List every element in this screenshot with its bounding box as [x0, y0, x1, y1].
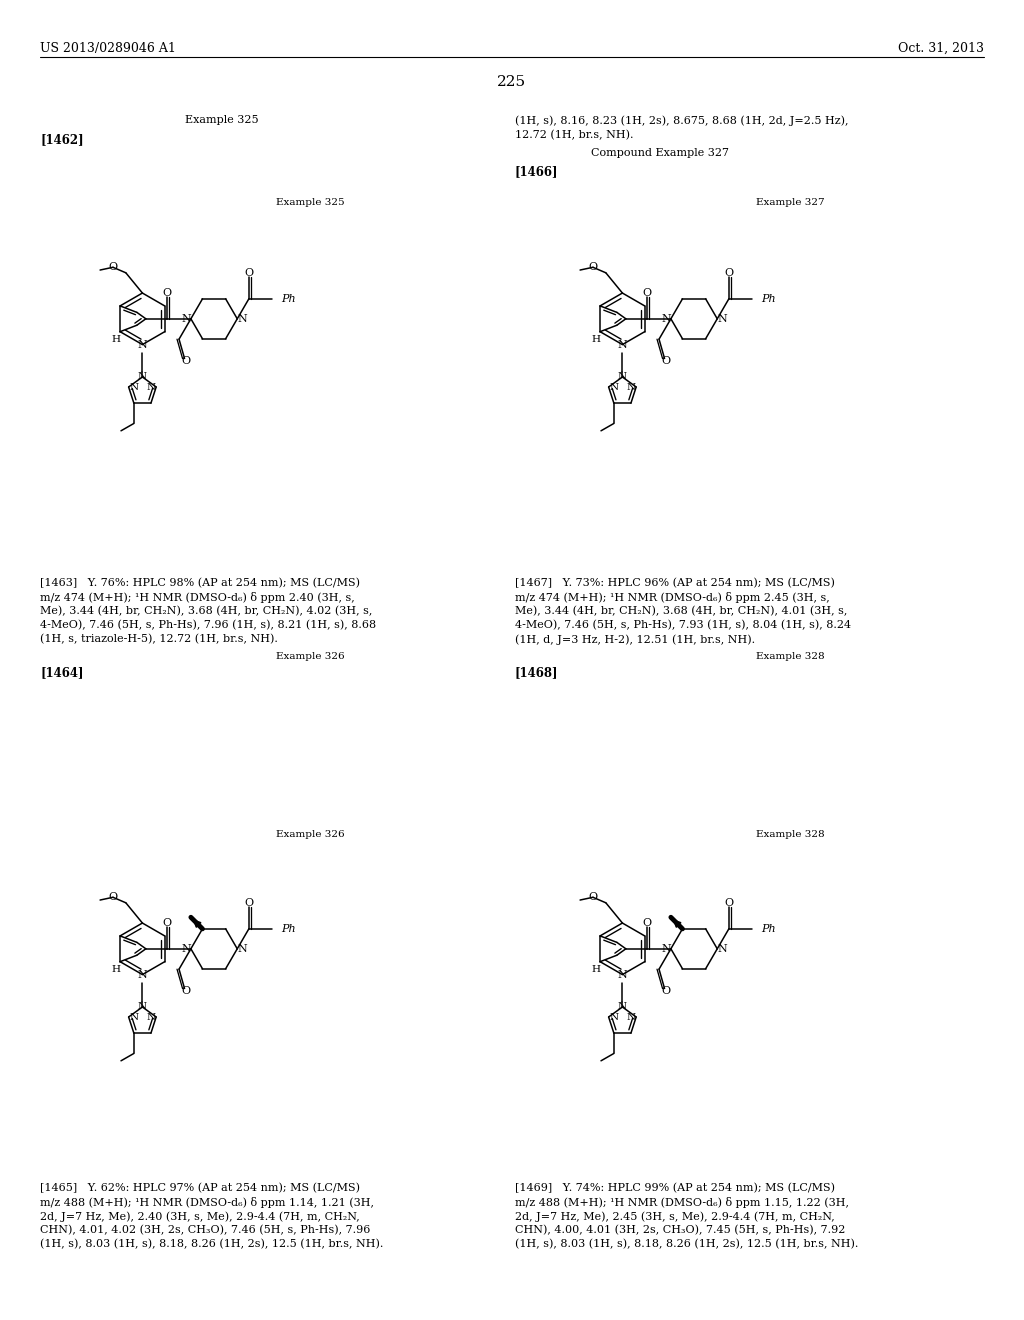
Text: [1466]: [1466]	[515, 165, 558, 178]
Text: N: N	[146, 383, 156, 392]
Text: O: O	[182, 356, 190, 366]
Text: O: O	[662, 356, 671, 366]
Text: N: N	[609, 1012, 618, 1022]
Text: Me), 3.44 (4H, br, CH₂N), 3.68 (4H, br, CH₂N), 4.02 (3H, s,: Me), 3.44 (4H, br, CH₂N), 3.68 (4H, br, …	[40, 606, 373, 616]
Text: O: O	[163, 917, 172, 928]
Text: N: N	[617, 371, 627, 380]
Text: Example 327: Example 327	[756, 198, 824, 207]
Text: Ph: Ph	[761, 294, 776, 304]
Text: Example 326: Example 326	[275, 652, 344, 661]
Text: (1H, s), 8.03 (1H, s), 8.18, 8.26 (1H, 2s), 12.5 (1H, br.s, NH).: (1H, s), 8.03 (1H, s), 8.18, 8.26 (1H, 2…	[515, 1239, 858, 1249]
Text: N: N	[609, 383, 618, 392]
Text: 2d, J=7 Hz, Me), 2.40 (3H, s, Me), 2.9-4.4 (7H, m, CH₂N,: 2d, J=7 Hz, Me), 2.40 (3H, s, Me), 2.9-4…	[40, 1210, 359, 1221]
Text: (1H, d, J=3 Hz, H-2), 12.51 (1H, br.s, NH).: (1H, d, J=3 Hz, H-2), 12.51 (1H, br.s, N…	[515, 634, 755, 644]
Text: Me), 3.44 (4H, br, CH₂N), 3.68 (4H, br, CH₂N), 4.01 (3H, s,: Me), 3.44 (4H, br, CH₂N), 3.68 (4H, br, …	[515, 606, 848, 616]
Text: O: O	[245, 898, 253, 908]
Text: O: O	[643, 917, 651, 928]
Text: H: H	[112, 334, 121, 343]
Text: Oct. 31, 2013: Oct. 31, 2013	[898, 42, 984, 55]
Text: N: N	[626, 1012, 635, 1022]
Text: m/z 474 (M+H); ¹H NMR (DMSO-d₆) δ ppm 2.45 (3H, s,: m/z 474 (M+H); ¹H NMR (DMSO-d₆) δ ppm 2.…	[515, 591, 829, 603]
Text: Ph: Ph	[282, 924, 296, 933]
Text: Ph: Ph	[761, 924, 776, 933]
Text: N: N	[617, 1002, 627, 1011]
Text: (1H, s), 8.16, 8.23 (1H, 2s), 8.675, 8.68 (1H, 2d, J=2.5 Hz),: (1H, s), 8.16, 8.23 (1H, 2s), 8.675, 8.6…	[515, 115, 849, 125]
Text: N: N	[617, 970, 628, 979]
Text: US 2013/0289046 A1: US 2013/0289046 A1	[40, 42, 176, 55]
Text: N: N	[662, 944, 671, 954]
Text: N: N	[717, 944, 727, 954]
Text: N: N	[146, 1012, 156, 1022]
Text: N: N	[717, 314, 727, 323]
Text: Example 325: Example 325	[185, 115, 259, 125]
Text: N: N	[662, 314, 671, 323]
Text: N: N	[237, 944, 247, 954]
Text: CHN), 4.01, 4.02 (3H, 2s, CH₃O), 7.46 (5H, s, Ph-Hs), 7.96: CHN), 4.01, 4.02 (3H, 2s, CH₃O), 7.46 (5…	[40, 1225, 371, 1236]
Text: N: N	[130, 383, 138, 392]
Text: O: O	[724, 898, 733, 908]
Text: 4-MeO), 7.46 (5H, s, Ph-Hs), 7.96 (1H, s), 8.21 (1H, s), 8.68: 4-MeO), 7.46 (5H, s, Ph-Hs), 7.96 (1H, s…	[40, 620, 376, 631]
Text: N: N	[617, 339, 628, 350]
Text: H: H	[112, 965, 121, 974]
Text: Ph: Ph	[282, 294, 296, 304]
Text: O: O	[109, 892, 118, 903]
Text: CHN), 4.00, 4.01 (3H, 2s, CH₃O), 7.45 (5H, s, Ph-Hs), 7.92: CHN), 4.00, 4.01 (3H, 2s, CH₃O), 7.45 (5…	[515, 1225, 846, 1236]
Text: N: N	[138, 371, 147, 380]
Text: N: N	[237, 314, 247, 323]
Text: 225: 225	[498, 75, 526, 88]
Text: O: O	[643, 288, 651, 298]
Text: N: N	[137, 339, 147, 350]
Text: [1465]   Y. 62%: HPLC 97% (AP at 254 nm); MS (LC/MS): [1465] Y. 62%: HPLC 97% (AP at 254 nm); …	[40, 1183, 360, 1193]
Text: 2d, J=7 Hz, Me), 2.45 (3H, s, Me), 2.9-4.4 (7H, m, CH₂N,: 2d, J=7 Hz, Me), 2.45 (3H, s, Me), 2.9-4…	[515, 1210, 835, 1221]
Text: 4-MeO), 7.46 (5H, s, Ph-Hs), 7.93 (1H, s), 8.04 (1H, s), 8.24: 4-MeO), 7.46 (5H, s, Ph-Hs), 7.93 (1H, s…	[515, 620, 851, 631]
Text: O: O	[163, 288, 172, 298]
Text: O: O	[109, 263, 118, 272]
Text: [1463]   Y. 76%: HPLC 98% (AP at 254 nm); MS (LC/MS): [1463] Y. 76%: HPLC 98% (AP at 254 nm); …	[40, 578, 360, 589]
Text: [1469]   Y. 74%: HPLC 99% (AP at 254 nm); MS (LC/MS): [1469] Y. 74%: HPLC 99% (AP at 254 nm); …	[515, 1183, 835, 1193]
Text: N: N	[130, 1012, 138, 1022]
Text: [1462]: [1462]	[40, 133, 84, 147]
Text: N: N	[137, 970, 147, 979]
Text: O: O	[245, 268, 253, 279]
Text: m/z 488 (M+H); ¹H NMR (DMSO-d₆) δ ppm 1.14, 1.21 (3H,: m/z 488 (M+H); ¹H NMR (DMSO-d₆) δ ppm 1.…	[40, 1197, 374, 1208]
Text: O: O	[724, 268, 733, 279]
Text: O: O	[589, 263, 598, 272]
Text: m/z 474 (M+H); ¹H NMR (DMSO-d₆) δ ppm 2.40 (3H, s,: m/z 474 (M+H); ¹H NMR (DMSO-d₆) δ ppm 2.…	[40, 591, 354, 603]
Text: N: N	[626, 383, 635, 392]
Text: N: N	[138, 1002, 147, 1011]
Text: Example 325: Example 325	[275, 198, 344, 207]
Text: Compound Example 327: Compound Example 327	[591, 148, 729, 158]
Text: (1H, s), 8.03 (1H, s), 8.18, 8.26 (1H, 2s), 12.5 (1H, br.s, NH).: (1H, s), 8.03 (1H, s), 8.18, 8.26 (1H, 2…	[40, 1239, 383, 1249]
Text: N: N	[181, 944, 191, 954]
Text: [1464]: [1464]	[40, 667, 84, 678]
Text: Example 328: Example 328	[756, 652, 824, 661]
Text: O: O	[182, 986, 190, 997]
Text: O: O	[662, 986, 671, 997]
Text: m/z 488 (M+H); ¹H NMR (DMSO-d₆) δ ppm 1.15, 1.22 (3H,: m/z 488 (M+H); ¹H NMR (DMSO-d₆) δ ppm 1.…	[515, 1197, 849, 1208]
Text: O: O	[589, 892, 598, 903]
Text: H: H	[592, 965, 601, 974]
Text: N: N	[181, 314, 191, 323]
Text: (1H, s, triazole-H-5), 12.72 (1H, br.s, NH).: (1H, s, triazole-H-5), 12.72 (1H, br.s, …	[40, 634, 278, 644]
Text: Example 326: Example 326	[275, 830, 344, 840]
Text: H: H	[592, 334, 601, 343]
Text: 12.72 (1H, br.s, NH).: 12.72 (1H, br.s, NH).	[515, 129, 634, 140]
Text: Example 328: Example 328	[756, 830, 824, 840]
Text: [1467]   Y. 73%: HPLC 96% (AP at 254 nm); MS (LC/MS): [1467] Y. 73%: HPLC 96% (AP at 254 nm); …	[515, 578, 835, 589]
Text: [1468]: [1468]	[515, 667, 558, 678]
